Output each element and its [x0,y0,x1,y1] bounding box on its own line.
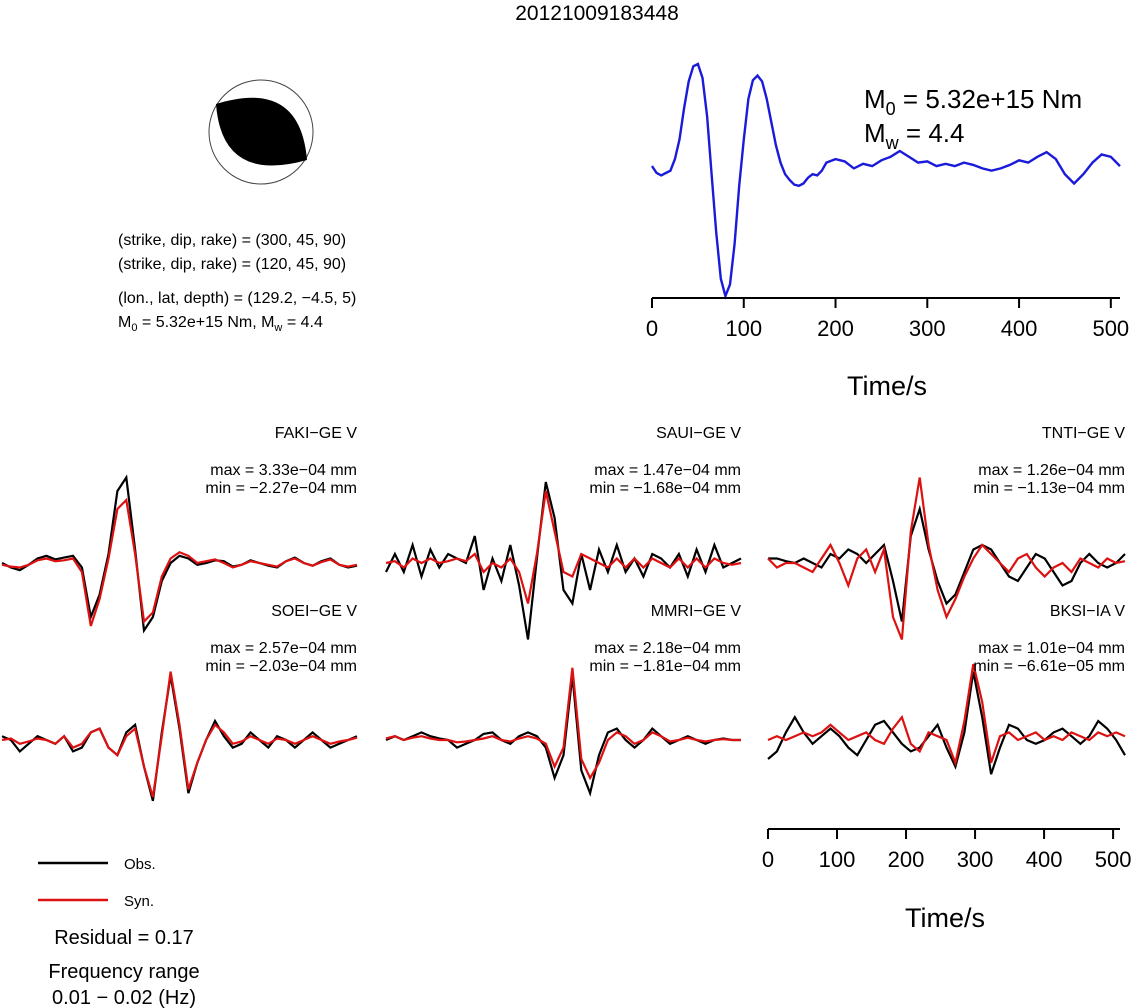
residual-label: Residual = 0.17 [54,927,194,949]
synthetic-trace [1,671,358,798]
synthetic-trace [385,490,742,604]
station-name: MMRI−GE V [651,603,742,620]
stf-x-axis-label: Time/s [847,371,927,401]
frequency-range-value: 0.01 − 0.02 (Hz) [52,987,196,1008]
station-min: min = −1.68e−04 mm [589,480,741,497]
stf-tick-label: 0 [646,316,658,341]
stf-tick-label: 400 [1001,316,1038,341]
station-max: max = 1.26e−04 mm [978,462,1125,479]
station-name: FAKI−GE V [275,425,358,442]
waveform-tick-label: 400 [1026,847,1063,872]
waveform-tick-label: 500 [1095,847,1132,872]
observed-trace [768,504,1126,622]
synthetic-trace [767,477,1126,640]
waveform-tick-label: 300 [957,847,994,872]
frequency-range-label: Frequency range [48,961,199,983]
stf-panel: M0 = 5.32e+15 Nm Mw = 4.4 0 100 200 300 400 5… [646,62,1129,401]
legend: Obs. Syn. [38,856,156,910]
stf-tick-label: 500 [1092,316,1129,341]
stf-curve [651,62,1121,300]
observed-trace [1,675,358,802]
station-min: min = −1.13e−04 mm [973,480,1125,497]
station-name: SAUI−GE V [656,425,741,442]
station-name: TNTI−GE V [1042,425,1125,442]
compressional-quadrant [216,97,307,166]
legend-obs-label: Obs. [124,856,156,873]
synthetic-trace [1,497,358,627]
legend-syn-label: Syn. [124,893,154,910]
stf-x-axis: 0 100 200 300 400 500 [646,297,1129,341]
observed-trace [767,671,1126,775]
waveform-tick-label: 100 [819,847,856,872]
nodal-plane-1: (strike, dip, rake) = (300, 45, 90) [118,232,346,249]
waveform-x-axis-label: Time/s [905,903,985,933]
figure-title: 20121009183448 [515,2,679,25]
waveform-tick-label: 0 [762,847,774,872]
mechanism-parameters: (strike, dip, rake) = (300, 45, 90) (str… [118,232,356,334]
station-name: BKSI−IA V [1050,603,1125,620]
station-max: max = 1.01e−04 mm [978,640,1125,657]
station-max: max = 2.57e−04 mm [210,640,357,657]
nodal-plane-2: (strike, dip, rake) = (120, 45, 90) [118,256,346,273]
station-max: max = 3.33e−04 mm [210,462,357,479]
waveform-tick-label: 200 [888,847,925,872]
stf-tick-label: 300 [909,316,946,341]
synthetic-trace [385,667,741,781]
station-min: min = −1.81e−04 mm [589,658,741,675]
waveform-x-axis: 0 100 200 300 400 500 [762,828,1132,872]
stf-moment-label: M0 = 5.32e+15 Nm [864,84,1082,119]
station-min: min = −2.03e−04 mm [205,658,357,675]
station-min: min = −2.27e−04 mm [205,480,357,497]
beachball [208,79,314,185]
station-min: min = −6.61e−05 mm [973,658,1125,675]
stf-tick-label: 100 [725,316,762,341]
moment-summary: M0 = 5.32e+15 Nm, Mw = 4.4 [118,314,323,334]
station-max: max = 2.18e−04 mm [594,640,741,657]
station-max: max = 1.47e−04 mm [594,462,741,479]
observed-trace [385,675,741,797]
source-location: (lon., lat, depth) = (129.2, −4.5, 5) [118,290,356,307]
stf-tick-label: 200 [817,316,854,341]
station-name: SOEI−GE V [271,603,357,620]
stf-mw-label: Mw = 4.4 [864,118,964,153]
synthetic-trace [767,663,1126,767]
